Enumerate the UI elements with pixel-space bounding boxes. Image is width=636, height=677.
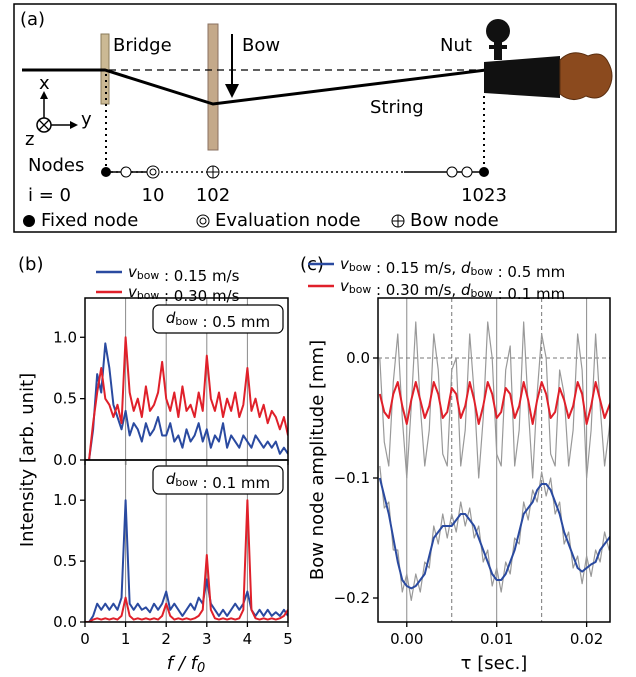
x-axis-label: τ [sec.] [461, 653, 528, 674]
peg [486, 19, 510, 43]
fixed-node [479, 167, 489, 177]
legend-label: vbow : 0.30 m/s [128, 283, 240, 305]
annotation-box [152, 465, 284, 495]
node-index: 1023 [461, 185, 507, 206]
x-axis-label: f / f0 [167, 653, 205, 676]
legend-label: Evaluation node [215, 210, 361, 231]
series-line [85, 342, 288, 460]
y-axis-label: Bow node amplitude [mm] [307, 340, 328, 580]
nut-neck [484, 56, 560, 98]
x-tick-label: 3 [202, 630, 212, 648]
x-tick-label: 0 [80, 630, 90, 648]
x-tick-label: 0.01 [480, 630, 513, 648]
panel-label: (b) [18, 254, 43, 275]
legend-symbol [392, 215, 404, 227]
y-tick-label: −0.1 [334, 469, 370, 487]
y-tick-label: 0.0 [53, 451, 77, 469]
series-line [378, 381, 610, 425]
axis-y: y [81, 109, 92, 130]
x-tick-label: 2 [161, 630, 171, 648]
x-tick-label: 4 [243, 630, 253, 648]
series-line [85, 499, 288, 622]
diagram: (a) Bridge Bow Nut String x y z [13, 3, 617, 233]
node [461, 166, 473, 178]
x-tick-label: 0.02 [570, 630, 603, 648]
node [120, 166, 132, 178]
y-tick-label: 0.5 [53, 552, 77, 570]
y-tick-label: −0.2 [334, 589, 370, 607]
axis-out-cross [38, 119, 50, 131]
annotation-box [152, 304, 284, 334]
series-line [85, 336, 288, 460]
axes-frame [377, 297, 611, 623]
scroll [559, 52, 613, 100]
legend-label: vbow : 0.30 m/s, dbow : 0.1 mm [340, 277, 565, 303]
fixed-node [101, 167, 111, 177]
y-tick-label: 0.5 [53, 389, 77, 407]
legend-label: vbow : 0.15 m/s, dbow : 0.5 mm [340, 255, 565, 281]
diagram-frame [13, 3, 617, 233]
node-index: 10 [142, 185, 165, 206]
panel-label: (a) [20, 9, 45, 30]
y-tick-label: 0.0 [346, 349, 370, 367]
y-tick-label: 0.0 [53, 613, 77, 631]
y-tick-label: 1.0 [53, 491, 77, 509]
series-line [378, 477, 610, 590]
axis-arrow-head [70, 121, 78, 129]
peg-bar [489, 45, 507, 49]
evaluation-node-inner [149, 168, 157, 176]
legend-label: vbow : 0.15 m/s [128, 263, 240, 285]
x-tick-label: 5 [283, 630, 293, 648]
bow-arrow-head [225, 84, 239, 98]
x-tick-label: 1 [121, 630, 131, 648]
legend-symbol [199, 217, 207, 225]
axis-arrow-head [40, 91, 48, 99]
y-tick-label: 1.0 [53, 328, 77, 346]
y-axis-label: Intensity [arb. unit] [17, 373, 38, 547]
x-tick-label: 0.00 [390, 630, 423, 648]
bridge-label: Bridge [113, 35, 172, 56]
node-index: 102 [196, 185, 230, 206]
bow-label: Bow [242, 35, 280, 56]
node-index: i = 0 [28, 185, 71, 206]
legend-label: Fixed node [41, 210, 138, 231]
nodes-label: Nodes [28, 155, 84, 176]
series-line [379, 465, 610, 601]
nut-label: Nut [440, 35, 472, 56]
axis-x: x [39, 73, 50, 94]
annotation: dbow : 0.5 mm [166, 309, 270, 331]
bow-node-cross [207, 166, 219, 178]
axis-z: z [25, 129, 34, 150]
annotation: dbow : 0.1 mm [166, 470, 270, 492]
legend-label: Bow node [410, 210, 499, 231]
string-label: String [370, 97, 424, 118]
legend-symbol [23, 215, 35, 227]
string [22, 68, 487, 106]
axes-frame [84, 459, 289, 623]
peg-stem [494, 40, 502, 60]
series-line [85, 499, 288, 622]
bow [207, 23, 219, 151]
node [446, 166, 458, 178]
